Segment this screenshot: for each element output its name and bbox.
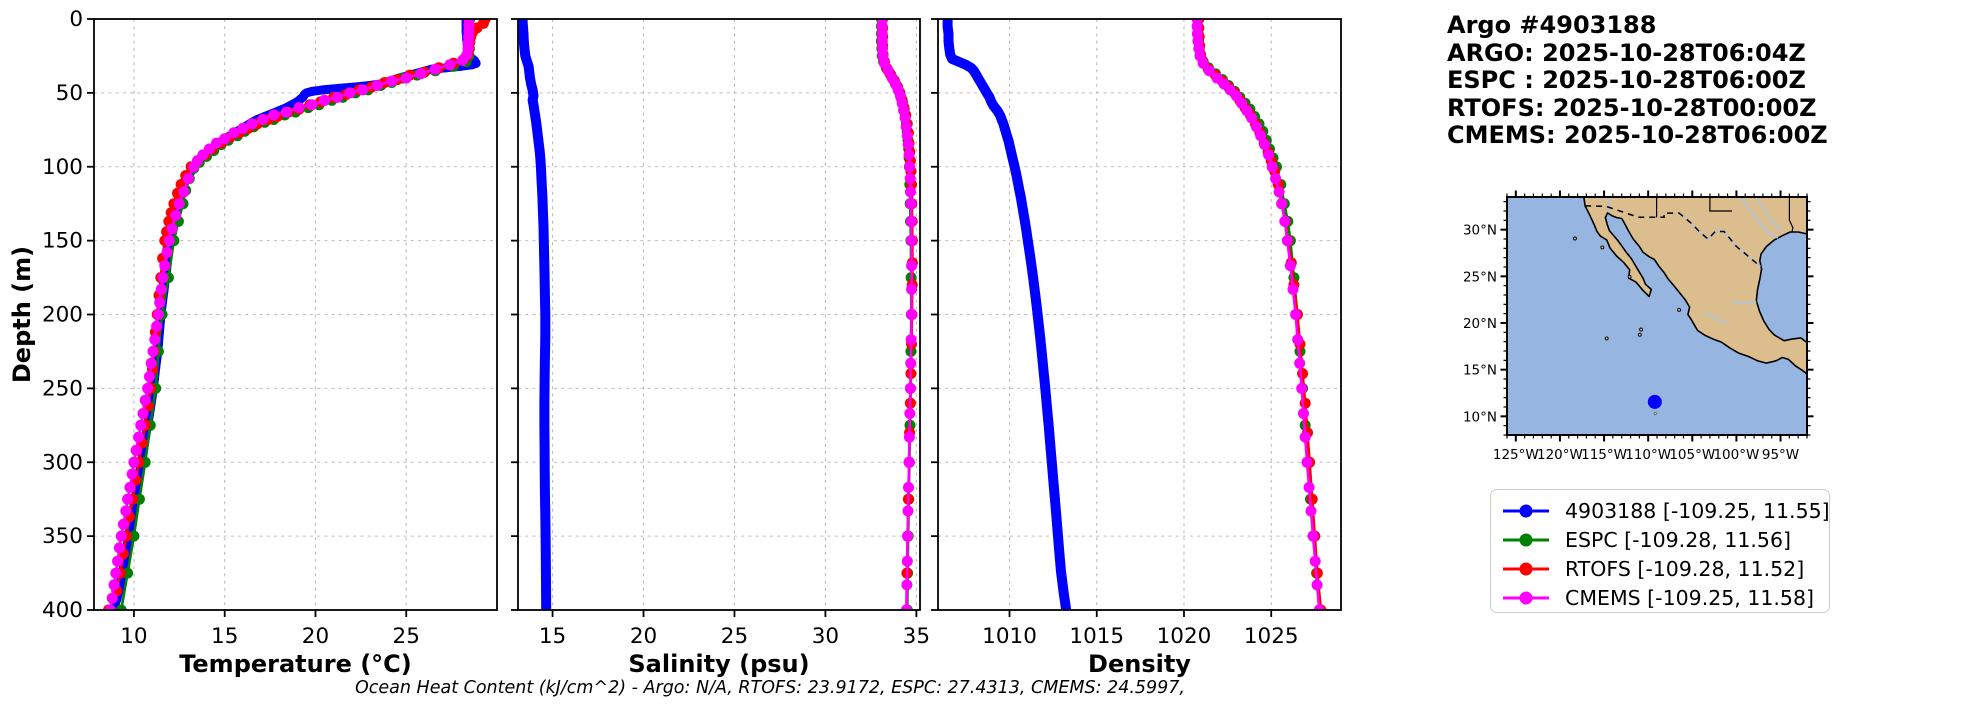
svg-text:115°W: 115°W — [1581, 447, 1627, 463]
island — [1600, 245, 1605, 250]
legend-item-argo: 4903188 [-109.25, 11.55] — [1501, 496, 1830, 525]
svg-text:200: 200 — [42, 303, 83, 328]
svg-text:125°W: 125°W — [1493, 447, 1539, 463]
legend-item-cmems: CMEMS [-109.25, 11.58] — [1501, 583, 1829, 612]
svg-text:15: 15 — [539, 624, 566, 649]
svg-text:15: 15 — [211, 624, 238, 649]
svg-text:1025: 1025 — [1244, 624, 1299, 649]
x-axis-label: Temperature (°C) — [179, 650, 412, 678]
svg-text:120°W: 120°W — [1537, 447, 1583, 463]
svg-text:300: 300 — [42, 450, 83, 475]
svg-text:110°W: 110°W — [1625, 447, 1671, 463]
float-title: Argo #4903188 — [1447, 11, 1657, 39]
svg-text:10: 10 — [120, 624, 147, 649]
island — [1604, 336, 1609, 341]
legend-line-marker-icon — [1503, 591, 1549, 604]
svg-text:100°W: 100°W — [1713, 447, 1759, 463]
svg-text:1020: 1020 — [1157, 624, 1212, 649]
svg-text:35: 35 — [903, 624, 930, 649]
svg-text:25: 25 — [393, 624, 420, 649]
river — [1606, 197, 1611, 212]
river — [1755, 197, 1782, 232]
svg-text:30°N: 30°N — [1463, 223, 1497, 239]
legend-label: 4903188 [-109.25, 11.55] — [1565, 498, 1830, 523]
svg-text:95°W: 95°W — [1762, 447, 1799, 463]
series-CMEMS — [1191, 19, 1325, 610]
island — [1627, 274, 1632, 279]
svg-text:25°N: 25°N — [1463, 269, 1497, 285]
argo-timestamp: ARGO: 2025-10-28T06:04Z — [1447, 38, 1806, 67]
series-CMEMS — [104, 19, 475, 610]
svg-text:100: 100 — [42, 155, 83, 180]
x-axis-label: Density — [1088, 650, 1191, 678]
svg-text:400: 400 — [42, 598, 83, 623]
svg-text:10°N: 10°N — [1463, 409, 1497, 425]
density-profile-plot: 1010 1015 1020 1025 Density — [931, 18, 1342, 678]
legend-line-marker-icon — [1503, 562, 1549, 575]
river — [1740, 197, 1779, 239]
legend-line-marker-icon — [1503, 504, 1549, 517]
legend-item-rtofs: RTOFS [-109.28, 11.52] — [1501, 554, 1829, 583]
state-border — [1709, 197, 1732, 212]
legend: 4903188 [-109.25, 11.55] ESPC [-109.28, … — [1490, 489, 1830, 613]
x-axis-label: Salinity (psu) — [628, 650, 809, 678]
svg-text:150: 150 — [42, 229, 83, 254]
state-border — [1788, 197, 1794, 232]
coastline — [1583, 197, 1807, 375]
island — [1639, 327, 1644, 332]
svg-text:50: 50 — [56, 81, 83, 106]
river — [1705, 312, 1730, 325]
svg-text:20: 20 — [302, 624, 329, 649]
island — [1653, 411, 1657, 416]
svg-text:25: 25 — [721, 624, 748, 649]
legend-label: RTOFS [-109.28, 11.52] — [1565, 556, 1805, 581]
river — [1731, 300, 1757, 305]
svg-text:15°N: 15°N — [1463, 363, 1497, 379]
svg-text:250: 250 — [42, 376, 83, 401]
legend-item-espc: ESPC [-109.28, 11.56] — [1501, 525, 1829, 554]
series-4903188 — [942, 19, 1072, 610]
espc-timestamp: ESPC : 2025-10-28T06:00Z — [1447, 66, 1806, 94]
legend-line-marker-icon — [1503, 533, 1549, 546]
salinity-profile-plot: 15 20 25 30 35 Salinity (psu) — [511, 18, 930, 678]
y-axis: 0 50 100 150 200 250 300 350 400 Depth (m) — [8, 7, 94, 623]
svg-text:105°W: 105°W — [1669, 447, 1715, 463]
figure-header: Argo #4903188 ARGO: 2025-10-28T06:04Z ES… — [1447, 11, 1828, 150]
svg-text:1010: 1010 — [982, 624, 1037, 649]
argo-float-position — [1647, 394, 1662, 409]
y-axis — [511, 18, 518, 611]
svg-text:30: 30 — [812, 624, 839, 649]
series-4903188 — [518, 19, 552, 610]
ocean-heat-content-caption: Ocean Heat Content (kJ/cm^2) - Argo: N/A… — [355, 678, 1185, 698]
island — [1637, 332, 1642, 337]
series-CMEMS — [876, 19, 918, 610]
svg-text:1015: 1015 — [1069, 624, 1124, 649]
us-mexico-border — [1585, 205, 1763, 269]
svg-text:350: 350 — [42, 524, 83, 549]
legend-label: ESPC [-109.28, 11.56] — [1565, 527, 1792, 552]
svg-text:0: 0 — [69, 7, 83, 32]
map-ticks — [1500, 190, 1814, 442]
island — [1572, 236, 1577, 241]
legend-label: CMEMS [-109.25, 11.58] — [1565, 585, 1815, 610]
cmems-timestamp: CMEMS: 2025-10-28T06:00Z — [1447, 121, 1828, 149]
y-axis-label: Depth (m) — [8, 246, 36, 383]
y-axis — [931, 18, 938, 611]
island — [1677, 307, 1682, 312]
x-axis: 1010 1015 1020 1025 Density — [982, 610, 1299, 678]
svg-text:20: 20 — [630, 624, 657, 649]
rtofs-timestamp: RTOFS: 2025-10-28T00:00Z — [1447, 93, 1817, 122]
x-axis: 15 20 25 30 35 Salinity (psu) — [539, 610, 930, 678]
svg-text:20°N: 20°N — [1463, 316, 1497, 332]
